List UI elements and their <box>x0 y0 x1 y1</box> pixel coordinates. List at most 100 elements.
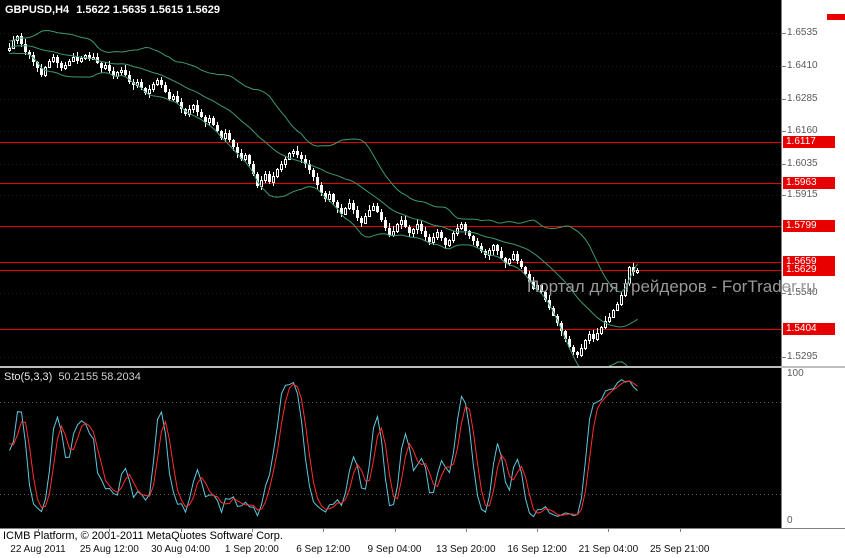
candle-body-bear <box>380 212 383 220</box>
candle-body-bull <box>432 237 435 243</box>
time-tick <box>680 529 681 532</box>
candle-body-bear <box>248 155 251 164</box>
candle-body-bear <box>472 236 475 241</box>
candle-body-bull <box>208 118 211 123</box>
candle-body-bear <box>60 63 63 68</box>
time-tick <box>181 529 182 532</box>
watermark: Портал для трейдеров - ForTrader.ru <box>527 277 816 296</box>
candle-body-bull <box>68 61 71 66</box>
candle-body-bear <box>540 285 543 292</box>
candle-body-bull <box>272 176 275 183</box>
candle-body-bear <box>164 85 167 92</box>
price-tick <box>782 195 786 196</box>
price-tick <box>782 99 786 100</box>
price-tick <box>782 164 786 165</box>
candle-body-bull <box>508 259 511 264</box>
price-tick <box>782 293 786 294</box>
price-label: 1.6160 <box>787 125 818 136</box>
time-tick <box>109 529 110 532</box>
main-chart-canvas[interactable] <box>0 0 781 366</box>
candle-body-bear <box>168 92 171 99</box>
candle-body-bear <box>324 193 327 199</box>
candle-body-bull <box>396 224 399 232</box>
candle-body-bear <box>304 159 307 164</box>
price-label: 1.6285 <box>787 93 818 104</box>
candle-body-bull <box>628 267 631 284</box>
stochastic-panel[interactable]: Sto(5,3,3) 50.2155 58.2034 <box>0 368 781 528</box>
price-label: 1.5540 <box>787 287 818 298</box>
candle-body-bull <box>192 105 195 110</box>
candle-body-bear <box>464 224 467 231</box>
candle-body-bull <box>264 174 267 181</box>
candle-body-bull <box>512 254 515 260</box>
candle-body-bear <box>228 133 231 140</box>
sto-main-line <box>9 378 638 518</box>
candle-body-bull <box>120 70 123 73</box>
candle-body-bear <box>100 63 103 68</box>
candle-body-bear <box>332 194 335 202</box>
candle-body-bear <box>140 82 143 88</box>
candle-body-bear <box>200 112 203 117</box>
candle-body-bear <box>388 228 391 235</box>
stochastic-canvas[interactable] <box>0 368 781 528</box>
candle-body-bull <box>368 210 371 217</box>
candle-body-bull <box>612 310 615 318</box>
candle-body-bear <box>500 251 503 258</box>
stochastic-title: Sto(5,3,3) 50.2155 58.2034 <box>4 371 141 383</box>
candle-body-bear <box>520 261 523 267</box>
time-label: 9 Sep 04:00 <box>367 544 422 555</box>
candle-body-bear <box>312 170 315 177</box>
candle-body-bear <box>568 339 571 347</box>
candle-body-bear <box>252 164 255 174</box>
candle-body-bear <box>420 224 423 231</box>
candle-body-bull <box>604 321 607 328</box>
candle-body-bull <box>44 67 47 76</box>
candle-body-bear <box>160 80 163 85</box>
candle-body-bull <box>72 57 75 62</box>
candle-body-bull <box>460 224 463 229</box>
time-label: 25 Aug 12:00 <box>79 544 139 555</box>
price-tick <box>782 33 786 34</box>
time-axis-bar[interactable]: ICMB Platform, © 2001-2011 MetaQuotes So… <box>0 528 845 558</box>
price-label: 1.5915 <box>787 189 818 200</box>
candle-body-bear <box>256 174 259 186</box>
candle-body-bull <box>64 65 67 69</box>
candle-body-bear <box>528 274 531 282</box>
price-tick <box>782 357 786 358</box>
candle-body-bull <box>600 327 603 334</box>
candle-body-bear <box>144 88 147 93</box>
candle-body-bear <box>352 203 355 210</box>
candle-body-bull <box>636 270 639 273</box>
main-chart[interactable]: GBPUSD,H4 1.5622 1.5635 1.5615 1.5629 <box>0 0 781 366</box>
candle-body-bull <box>280 164 283 170</box>
price-box: 1.6117 <box>783 136 835 148</box>
candle-body-bear <box>384 220 387 228</box>
candle-body-bull <box>292 151 295 154</box>
candle-body-bear <box>468 231 471 236</box>
candle-body-bull <box>364 216 367 224</box>
candle-body-bear <box>444 238 447 245</box>
bollinger-upper <box>9 30 638 293</box>
candle-body-bull <box>456 228 459 234</box>
candle-body-bear <box>196 105 199 112</box>
candle-body-bear <box>56 57 59 63</box>
candle-body-bull <box>188 109 191 115</box>
time-label: 16 Sep 12:00 <box>507 544 567 555</box>
candle-body-bull <box>412 229 415 234</box>
time-label: 25 Sep 21:00 <box>649 544 710 555</box>
candle-body-bear <box>296 151 299 155</box>
candle-body-bear <box>340 208 343 214</box>
candle-body-bear <box>592 334 595 339</box>
candle-body-bull <box>84 55 87 59</box>
time-label: 6 Sep 12:00 <box>296 544 351 555</box>
stochastic-axis[interactable]: 100 0 <box>781 368 845 528</box>
price-label: 1.5295 <box>787 351 818 362</box>
price-axis[interactable]: 1.6535 1.6410 1.6285 1.6160 1.6035 1.5915 1.55… <box>781 0 845 366</box>
panel-divider[interactable] <box>0 366 845 368</box>
stochastic-label: Sto(5,3,3) <box>4 371 53 383</box>
sto-signal-line <box>9 380 638 516</box>
chart-title: GBPUSD,H4 1.5622 1.5635 1.5615 1.5629 <box>5 4 220 16</box>
stochastic-values: 50.2155 58.2034 <box>58 371 141 383</box>
time-tick <box>38 529 39 532</box>
candle-body-bull <box>52 57 55 62</box>
